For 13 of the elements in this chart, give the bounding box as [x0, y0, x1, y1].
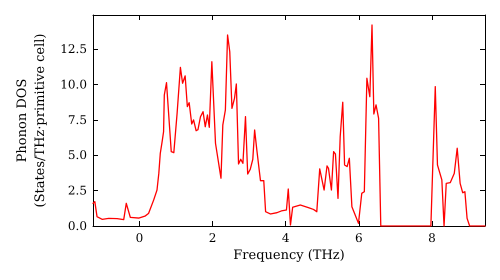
x-tick-label: 6 — [355, 231, 363, 245]
y-tick-label: 10.0 — [60, 77, 87, 92]
x-tick-label: 8 — [428, 231, 436, 245]
x-tick-label: 4 — [282, 231, 290, 245]
x-tick-label: 0 — [136, 231, 144, 245]
y-tick-label: 0.0 — [68, 219, 87, 233]
x-tick-label: 2 — [208, 231, 216, 245]
y-tick-label: 2.5 — [68, 184, 87, 198]
y-tick-label: 5.0 — [68, 148, 87, 162]
y-axis-title: Phonon DOS (States/THz·primitive cell) — [14, 33, 48, 208]
y-tick-label: 7.5 — [68, 112, 87, 127]
y-tick-label: 12.5 — [60, 42, 87, 56]
x-axis-title: Frequency (THz) — [233, 248, 345, 263]
